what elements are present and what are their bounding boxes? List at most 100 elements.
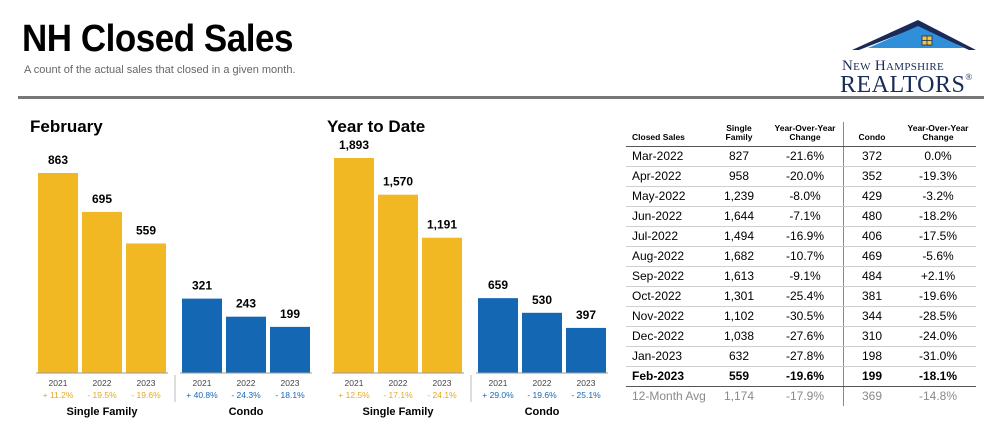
table-row: Jan-2023 632 -27.8% 198 -31.0% bbox=[626, 346, 976, 367]
table-cell: 480 bbox=[843, 206, 900, 227]
table-cell: 12-Month Avg bbox=[632, 389, 706, 404]
yoy-change-label: - 24.1% bbox=[427, 390, 457, 400]
page-title: NH Closed Sales bbox=[22, 18, 293, 60]
table-cell: -25.4% bbox=[767, 286, 844, 307]
table-cell: 1,613 bbox=[711, 266, 767, 287]
yoy-change-label: + 11.2% bbox=[43, 390, 74, 400]
table-cell: Apr-2022 bbox=[626, 166, 711, 187]
table-cell: Dec-2022 bbox=[626, 326, 711, 347]
table-row: Dec-2022 1,038 -27.6% 310 -24.0% bbox=[626, 326, 976, 347]
table-cell: -8.0% bbox=[767, 186, 844, 207]
bar-charts: February 863 2021 + 11.2% 695 2022 - 19.5% 559 2… bbox=[30, 117, 608, 418]
bar-condo-2022 bbox=[522, 312, 562, 373]
col-header: Closed Sales bbox=[626, 122, 711, 147]
bar-value-label: 559 bbox=[136, 223, 156, 237]
closed-sales-table: Closed Sales Single Family Year-Over-Yea… bbox=[626, 122, 976, 406]
group-label: Single Family bbox=[363, 406, 435, 418]
table-cell: 958 bbox=[711, 166, 767, 187]
bar-condo-2023 bbox=[566, 327, 606, 373]
yoy-change-label: - 19.6% bbox=[527, 390, 557, 400]
table-cell: 344 bbox=[843, 306, 900, 327]
table-cell: Aug-2022 bbox=[626, 246, 711, 267]
table-cell: 559 bbox=[711, 366, 767, 387]
table-cell: +2.1% bbox=[900, 266, 976, 287]
table-cell: Nov-2022 bbox=[626, 306, 711, 327]
table-cell: -21.6% bbox=[767, 146, 844, 167]
bar-condo-2021 bbox=[182, 298, 222, 373]
table-cell: 199 bbox=[843, 366, 900, 387]
table-cell: -19.6% bbox=[767, 366, 844, 387]
x-tick-label: 2021 bbox=[193, 378, 212, 388]
table-cell: -28.5% bbox=[900, 306, 976, 327]
bar-single-family-2023 bbox=[126, 243, 166, 373]
table-cell: Jan-2023 bbox=[626, 346, 711, 367]
table-cell: -9.1% bbox=[767, 266, 844, 287]
bar-value-label: 321 bbox=[192, 279, 212, 293]
table-cell: 1,239 bbox=[711, 186, 767, 207]
table-cell: -27.8% bbox=[767, 346, 844, 367]
table-cell: 1,644 bbox=[711, 206, 767, 227]
bar-single-family-2022 bbox=[82, 211, 122, 373]
yoy-change-label: - 19.5% bbox=[87, 390, 117, 400]
yoy-change-label: - 25.1% bbox=[571, 390, 601, 400]
x-tick-label: 2022 bbox=[533, 378, 552, 388]
x-tick-label: 2022 bbox=[237, 378, 256, 388]
table-cell: 484 bbox=[843, 266, 900, 287]
yoy-change-label: + 29.0% bbox=[482, 390, 514, 400]
page-subtitle: A count of the actual sales that closed … bbox=[24, 64, 296, 76]
x-tick-label: 2023 bbox=[433, 378, 452, 388]
table-cell: -17.5% bbox=[900, 226, 976, 247]
table-cell: 369 bbox=[843, 386, 900, 406]
table-cell: -31.0% bbox=[900, 346, 976, 367]
table-row: Sep-2022 1,613 -9.1% 484 +2.1% bbox=[626, 266, 976, 287]
table-cell: 469 bbox=[843, 246, 900, 267]
table-row: Oct-2022 1,301 -25.4% 381 -19.6% bbox=[626, 286, 976, 307]
table-cell: -3.2% bbox=[900, 186, 976, 207]
table-row: Jul-2022 1,494 -16.9% 406 -17.5% bbox=[626, 226, 976, 247]
col-header: Year-Over-Year Change bbox=[900, 122, 976, 147]
col-header: Condo bbox=[843, 122, 900, 147]
table-cell: -5.6% bbox=[900, 246, 976, 267]
house-roof-icon bbox=[852, 20, 976, 50]
group-label: Single Family bbox=[67, 406, 139, 418]
bar-condo-2022 bbox=[226, 316, 266, 373]
table-cell: -27.6% bbox=[767, 326, 844, 347]
yoy-change-label: - 19.6% bbox=[131, 390, 161, 400]
realtors-logo: New Hampshire REALTORS® bbox=[838, 14, 978, 98]
col-header: Single Family bbox=[711, 122, 767, 147]
bar-value-label: 695 bbox=[92, 192, 112, 206]
table-cell: Feb-2023 bbox=[626, 366, 711, 387]
table-row: May-2022 1,239 -8.0% 429 -3.2% bbox=[626, 186, 976, 207]
table-cell: 1,301 bbox=[711, 286, 767, 307]
bar-value-label: 199 bbox=[280, 307, 300, 321]
table-cell: 0.0% bbox=[900, 146, 976, 167]
yoy-change-label: + 40.8% bbox=[186, 390, 218, 400]
logo-realtors-text: REALTORS bbox=[840, 72, 966, 98]
table-cell: Jun-2022 bbox=[626, 206, 711, 227]
x-tick-label: 2023 bbox=[281, 378, 300, 388]
table-cell: -19.6% bbox=[900, 286, 976, 307]
x-tick-label: 2023 bbox=[577, 378, 596, 388]
x-tick-label: 2023 bbox=[137, 378, 156, 388]
x-tick-label: 2021 bbox=[489, 378, 508, 388]
yoy-change-label: - 18.1% bbox=[275, 390, 305, 400]
table-cell: Jul-2022 bbox=[626, 226, 711, 247]
table-cell: -30.5% bbox=[767, 306, 844, 327]
chart-title: Year to Date bbox=[327, 117, 425, 136]
table-cell: 406 bbox=[843, 226, 900, 247]
table-cell: -7.1% bbox=[767, 206, 844, 227]
bar-value-label: 863 bbox=[48, 153, 68, 167]
table-cell: Mar-2022 bbox=[626, 146, 711, 167]
table-cell: 1,494 bbox=[711, 226, 767, 247]
x-tick-label: 2021 bbox=[49, 378, 68, 388]
bar-value-label: 530 bbox=[532, 293, 552, 307]
table-cell: 372 bbox=[843, 146, 900, 167]
x-tick-label: 2022 bbox=[93, 378, 112, 388]
bar-value-label: 243 bbox=[236, 297, 256, 311]
col-header: Year-Over-Year Change bbox=[767, 122, 844, 147]
bar-single-family-2023 bbox=[422, 237, 462, 373]
table-cell: 632 bbox=[711, 346, 767, 367]
table-cell: 1,038 bbox=[711, 326, 767, 347]
table-cell: -19.3% bbox=[900, 166, 976, 187]
x-tick-label: 2022 bbox=[389, 378, 408, 388]
